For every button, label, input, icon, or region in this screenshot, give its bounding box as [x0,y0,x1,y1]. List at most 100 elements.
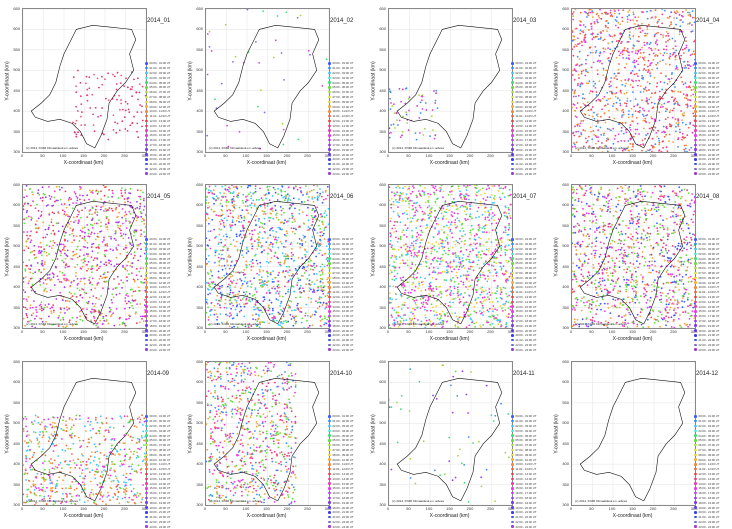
lightning-point [219,304,221,307]
lightning-point [427,192,429,195]
lightning-point [68,203,71,206]
lightning-point [606,91,609,94]
lightning-point [220,214,223,217]
lightning-point [223,226,226,228]
lightning-point [24,276,27,279]
lightning-point [681,113,684,115]
lightning-point [221,185,223,188]
lightning-point [100,225,102,228]
lightning-point [393,322,396,324]
lightning-point [254,287,257,290]
lightning-point [290,251,293,254]
lightning-point [258,236,260,239]
lightning-point [51,272,54,274]
lightning-point [442,207,445,210]
lightning-point [262,285,264,288]
lightning-point [271,317,274,319]
lightning-point [634,110,637,112]
legend-dot [328,62,331,65]
lightning-point [591,10,594,12]
lightning-point [229,287,231,289]
lightning-point [629,100,632,102]
lightning-point [96,269,98,272]
lightning-point [284,259,286,262]
lightning-point [506,233,509,236]
lightning-point [229,312,231,315]
lightning-point [414,308,416,311]
lightning-point [665,125,668,128]
lightning-point [305,303,308,306]
lightning-point [275,214,277,216]
lightning-point [264,212,267,215]
lightning-point [74,275,77,277]
lightning-point [315,300,317,302]
lightning-point [40,246,42,248]
lightning-point [431,207,433,209]
lightning-point [284,240,287,243]
lightning-point [439,188,442,191]
lightning-point [122,222,124,225]
lightning-point [300,311,303,313]
lightning-point [401,231,403,234]
lightning-point [427,287,430,290]
legend-entry: 18:00 - 19:00 UT [328,147,364,152]
legend-label: 05:00 - 06:00 UT [698,85,720,90]
lightning-point [267,306,270,308]
lightning-point [103,239,105,241]
lightning-point [215,299,218,301]
lightning-point [253,277,255,280]
x-tick-label: 200 [466,153,474,158]
lightning-point [689,54,692,56]
lightning-point [232,61,234,63]
lightning-point [626,18,629,20]
lightning-point [462,281,465,284]
lightning-point [306,319,308,322]
lightning-point [685,97,688,100]
lightning-point [628,110,630,112]
lightning-point [325,198,327,200]
lightning-point [131,244,133,247]
lightning-point [482,324,485,326]
lightning-point [75,119,78,122]
lightning-point [96,235,99,238]
lightning-point [622,132,625,135]
legend-entry: 08:00 - 09:00 UT [328,275,364,280]
lightning-point [509,203,512,206]
lightning-point [85,253,88,255]
lightning-point [658,18,660,21]
lightning-point [459,300,462,303]
lightning-point [580,120,583,122]
lightning-point [81,227,84,230]
lightning-point [411,261,414,264]
lightning-point [510,203,512,206]
legend-entry: 11:00 - 12:00 UT [694,114,730,119]
legend-dot [511,95,514,99]
legend-entry: 10:00 - 11:00 UT [145,109,181,114]
lightning-point [77,282,79,285]
lightning-point [662,34,664,36]
lightning-point [242,202,245,204]
lightning-point [424,127,426,130]
lightning-point [620,42,622,45]
lightning-point [207,293,209,296]
lightning-point [587,109,590,112]
lightning-point [446,289,449,291]
lightning-point [414,132,417,134]
legend-dot [145,158,148,161]
lightning-point [692,112,695,115]
lightning-point [661,22,663,25]
lightning-point [306,278,309,280]
lightning-point [639,27,642,30]
lightning-point [650,126,653,129]
lightning-point [27,282,30,285]
lightning-point [436,317,439,320]
lightning-point [641,149,643,152]
lightning-point [34,257,36,260]
lightning-point [139,235,142,237]
lightning-point [73,239,76,242]
lightning-point [250,206,253,209]
lightning-point [678,30,681,33]
lightning-point [125,227,128,229]
lightning-point [251,245,254,248]
lightning-point [291,212,293,215]
